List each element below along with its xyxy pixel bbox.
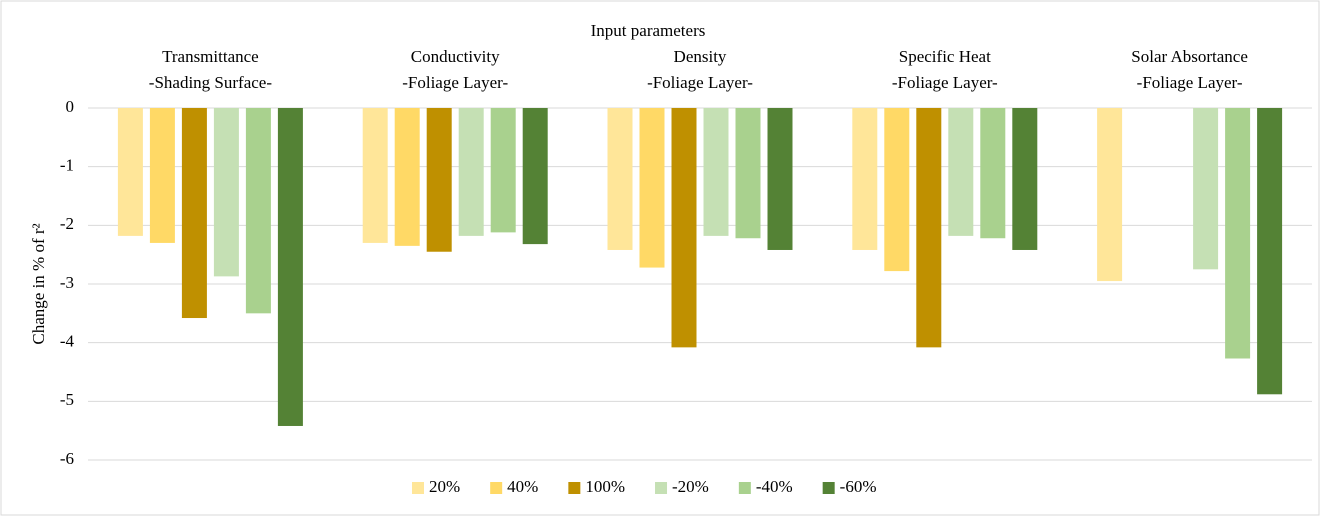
chart-title: Input parameters [591,21,706,40]
bar [213,108,239,277]
y-tick-label: -5 [60,390,74,409]
bar [1225,108,1251,359]
bar [245,108,271,314]
category-label: -Foliage Layer- [892,73,998,92]
bar [394,108,420,246]
bar [1257,108,1283,395]
bar [522,108,548,245]
bar [916,108,942,348]
bar [852,108,878,250]
category-label: Conductivity [411,47,500,66]
y-tick-label: 0 [66,97,75,116]
bar [948,108,974,236]
bar [181,108,207,319]
bar [980,108,1006,239]
category-label: Solar Absortance [1131,47,1248,66]
category-label: Transmittance [162,47,259,66]
legend-swatch [738,482,751,494]
y-tick-label: -2 [60,214,74,233]
legend-label: -40% [756,477,793,496]
bar [1193,108,1219,270]
category-label: -Shading Surface- [149,73,273,92]
y-tick-label: -6 [60,449,74,468]
bar [490,108,516,233]
legend-swatch [655,482,668,494]
bar [1012,108,1038,250]
y-axis-label: Change in % of r² [29,223,48,344]
legend-swatch [490,482,503,494]
y-tick-label: -3 [60,273,74,292]
legend-label: -20% [672,477,709,496]
legend-swatch [568,482,581,494]
legend-label: 100% [585,477,625,496]
legend-label: -60% [840,477,877,496]
y-tick-label: -1 [60,156,74,175]
category-label: -Foliage Layer- [402,73,508,92]
category-label: Specific Heat [899,47,991,66]
legend-label: 40% [507,477,538,496]
bar [884,108,910,272]
bar [767,108,793,250]
bar [277,108,303,426]
bar [607,108,633,250]
bar [735,108,761,239]
bar [149,108,175,243]
bar [1097,108,1123,282]
bar [362,108,388,243]
bar [639,108,665,268]
category-label: -Foliage Layer- [1137,73,1243,92]
bar [671,108,697,348]
category-label: Density [674,47,727,66]
bar [703,108,729,236]
y-tick-label: -4 [60,332,75,351]
legend-swatch [822,482,835,494]
bar [117,108,143,236]
legend-label: 20% [429,477,460,496]
category-label: -Foliage Layer- [647,73,753,92]
bar [458,108,484,236]
bar [426,108,452,252]
legend-swatch [412,482,424,494]
